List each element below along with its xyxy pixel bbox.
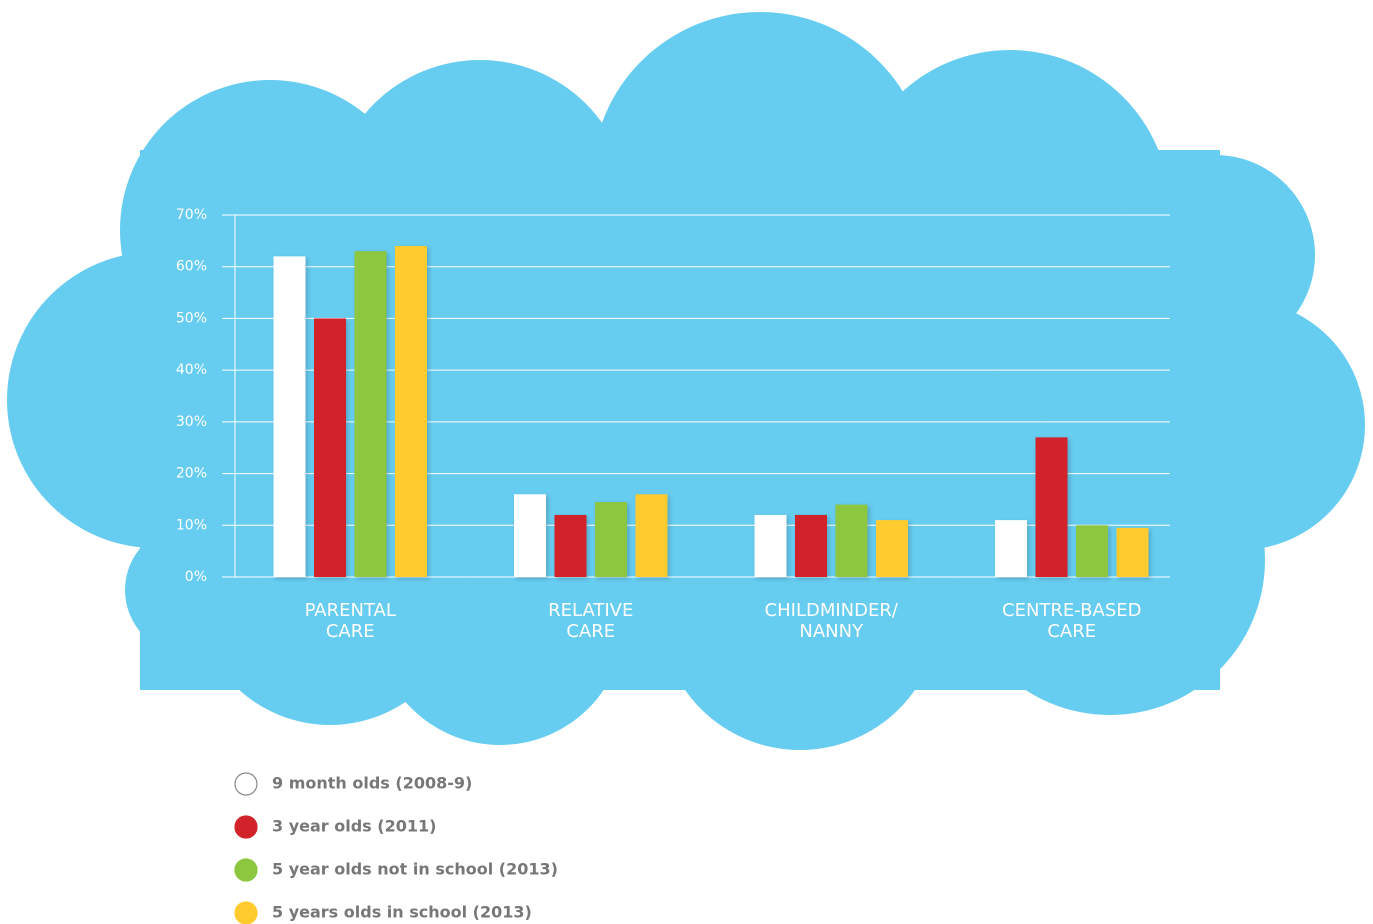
x-tick-label: CHILDMINDER/ NANNY [731,600,931,642]
bar [395,246,427,577]
bar [836,505,868,577]
x-tick-label: CENTRE-BASED CARE [972,600,1172,642]
x-tick-label: RELATIVE CARE [491,600,691,642]
y-tick-label: 30% [176,414,207,430]
y-tick-label: 0% [185,569,207,585]
legend-label: 9 month olds (2008-9) [272,774,472,793]
legend-swatch [235,816,257,838]
bar [274,256,306,577]
bar [595,502,627,577]
legend-label: 5 years olds in school (2013) [272,903,532,922]
bar [514,494,546,577]
y-tick-label: 20% [176,466,207,482]
bar [555,515,587,577]
bar [1117,528,1149,577]
legend-swatch [235,773,257,795]
y-tick-label: 60% [176,259,207,275]
legend-swatch [235,859,257,881]
chart: 0% 10% 20% 30% 40% 50% 60% 70% 9 month olds (200… [0,0,1373,924]
y-tick-label: 70% [176,207,207,223]
y-tick-label: 50% [176,310,207,326]
y-tick-label: 10% [176,517,207,533]
bar [636,494,668,577]
bar [1036,437,1068,577]
bar [795,515,827,577]
x-tick-label: PARENTAL CARE [250,600,450,642]
bar [355,251,387,577]
y-tick-label: 40% [176,362,207,378]
bar [314,318,346,577]
bar [1076,525,1108,577]
bar [995,520,1027,577]
legend-label: 3 year olds (2011) [272,817,436,836]
page: 0% 10% 20% 30% 40% 50% 60% 70% 9 month olds (200… [0,0,1373,924]
bar [876,520,908,577]
legend-swatch [235,902,257,924]
legend-label: 5 year olds not in school (2013) [272,860,558,879]
bar [755,515,787,577]
